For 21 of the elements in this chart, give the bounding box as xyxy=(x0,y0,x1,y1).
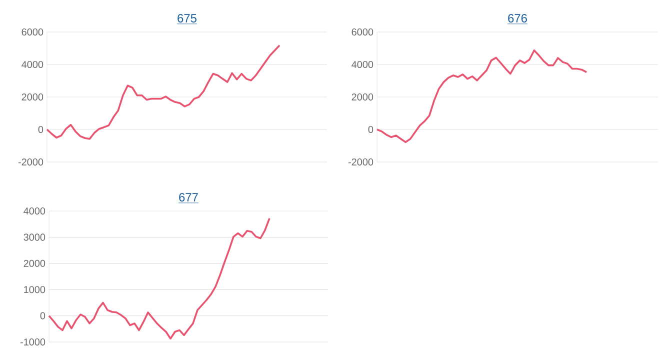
y-tick-label: 2000 xyxy=(352,93,374,101)
y-tick-label: 2000 xyxy=(22,93,44,101)
y-tick-label: 0 xyxy=(38,126,44,134)
y-tick-label: 0 xyxy=(368,126,374,134)
chart-title: 676 xyxy=(508,14,527,22)
y-tick-label: 2000 xyxy=(24,260,46,267)
y-tick-label: 6000 xyxy=(352,28,374,36)
y-tick-label: -2000 xyxy=(348,158,374,166)
chart-title: 675 xyxy=(178,14,196,22)
chart-title: 677 xyxy=(179,193,198,202)
line-series xyxy=(48,217,270,340)
y-tick-label: 4000 xyxy=(22,60,44,68)
line-series xyxy=(376,49,588,144)
y-tick-label: 3000 xyxy=(24,234,46,241)
y-tick-label: 4000 xyxy=(352,60,374,68)
y-tick-label: 4000 xyxy=(24,207,46,215)
y-tick-label: 6000 xyxy=(22,28,44,36)
y-tick-label: -1000 xyxy=(20,338,46,346)
y-tick-label: 1000 xyxy=(24,286,46,294)
y-tick-label: -2000 xyxy=(18,158,44,166)
y-tick-label: 0 xyxy=(40,312,46,320)
